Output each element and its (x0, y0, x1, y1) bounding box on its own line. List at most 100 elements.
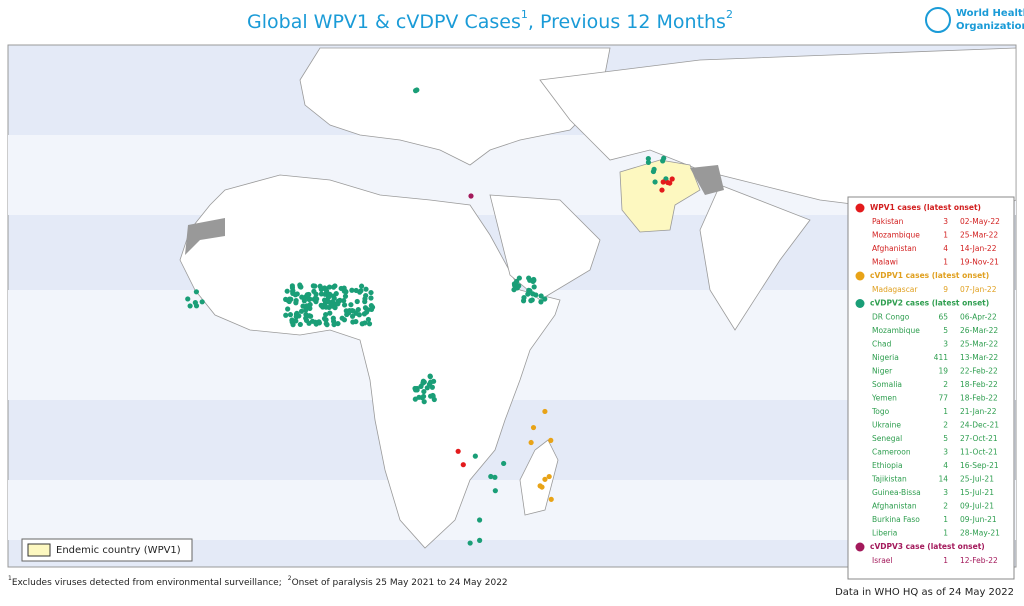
case-dot (329, 303, 336, 309)
legend-date: 09-Jul-21 (960, 502, 994, 511)
case-dot (318, 291, 325, 297)
case-dot (430, 393, 436, 399)
case-dot (363, 286, 369, 292)
case-dot (492, 474, 498, 480)
case-dot (368, 289, 374, 296)
legend-count: 3 (943, 448, 948, 457)
case-dot (333, 291, 339, 297)
legend-count: 1 (943, 515, 948, 524)
case-dot (337, 297, 343, 303)
case-dot (307, 296, 313, 302)
case-dot (431, 378, 437, 384)
case-dot (526, 275, 532, 281)
legend-date: 22-Feb-22 (960, 367, 998, 376)
legend-date: 13-Mar-22 (960, 353, 998, 362)
case-dot (468, 193, 474, 199)
case-dot (455, 448, 461, 454)
legend-count: 1 (943, 556, 948, 565)
legend-country: Afghanistan (872, 502, 917, 511)
legend-country: Niger (872, 367, 893, 376)
case-dot (366, 321, 373, 327)
case-dot (287, 312, 294, 318)
case-dot (303, 307, 309, 313)
who-emblem (925, 7, 951, 33)
legend-count: 5 (943, 326, 948, 335)
footnote: 1Excludes viruses detected from environm… (8, 575, 508, 588)
case-dot (368, 306, 375, 312)
case-dot (298, 308, 305, 314)
legend-marker (855, 203, 865, 213)
case-dot (412, 387, 419, 393)
legend-country: Nigeria (872, 353, 899, 362)
case-dot (318, 302, 324, 308)
case-dot (421, 399, 427, 405)
legend-country: Burkina Faso (872, 515, 920, 524)
legend-count: 5 (943, 434, 948, 443)
title-sup: 2 (726, 8, 733, 21)
case-dot (548, 496, 554, 502)
legend-count: 14 (938, 475, 948, 484)
legend-date: 25-Mar-22 (960, 231, 998, 240)
endemic-legend-box (21, 538, 193, 562)
legend-country: Ethiopia (872, 461, 903, 470)
case-dot (652, 179, 658, 185)
case-dot (530, 424, 537, 431)
legend-count: 4 (943, 461, 948, 470)
legend-country: Afghanistan (872, 244, 917, 253)
legend-country: Madagascar (872, 285, 918, 294)
case-dot (362, 320, 368, 326)
endemic-swatch (27, 543, 51, 557)
legend-count: 65 (938, 313, 948, 322)
case-dot (538, 299, 544, 305)
case-dot (297, 282, 303, 288)
legend-count: 1 (943, 258, 948, 267)
case-dot (185, 296, 191, 302)
case-dot (294, 291, 300, 297)
endemic-legend-label: Endemic country (WPV1) (56, 545, 181, 556)
legend-date: 26-Mar-22 (960, 326, 998, 335)
legend-date: 18-Feb-22 (960, 380, 998, 389)
legend-date: 14-Jan-22 (960, 244, 997, 253)
legend-date: 28-May-21 (960, 529, 1000, 538)
case-dot (325, 294, 332, 300)
legend-date: 15-Jul-21 (960, 488, 994, 497)
case-dot (342, 293, 349, 299)
case-dot (354, 298, 360, 305)
legend-count: 9 (943, 285, 948, 294)
case-dot (514, 278, 520, 285)
case-dot (304, 292, 310, 298)
legend-date: 19-Nov-21 (960, 258, 999, 267)
case-dot (542, 476, 548, 482)
case-dot (348, 302, 354, 308)
case-dot (324, 322, 330, 328)
case-dot (339, 315, 345, 321)
case-dot (539, 484, 545, 490)
case-dot (192, 300, 198, 306)
case-dot (299, 294, 305, 300)
case-dot (477, 517, 483, 523)
case-dot (323, 311, 329, 318)
legend-date: 11-Oct-21 (960, 448, 998, 457)
case-dot (645, 159, 652, 165)
case-dot (193, 289, 200, 295)
case-dot (542, 408, 548, 415)
legend-date: 07-Jan-22 (960, 285, 997, 294)
case-dot (660, 179, 666, 185)
case-dot (199, 299, 205, 305)
case-dot (343, 289, 349, 295)
legend-count: 2 (943, 421, 948, 430)
case-dot (514, 285, 520, 291)
madagascar (519, 439, 559, 516)
case-dot (309, 318, 316, 324)
disputed-area (185, 218, 225, 255)
case-dot (526, 287, 532, 293)
case-dot (528, 439, 534, 446)
legend-section-title: cVDPV1 cases (latest onset) (870, 271, 989, 280)
case-dot (660, 158, 666, 164)
case-dot (355, 306, 361, 313)
case-dot (331, 321, 337, 328)
case-dot (290, 288, 296, 294)
case-dot (297, 321, 303, 328)
legend-date: 24-Dec-21 (960, 421, 999, 430)
